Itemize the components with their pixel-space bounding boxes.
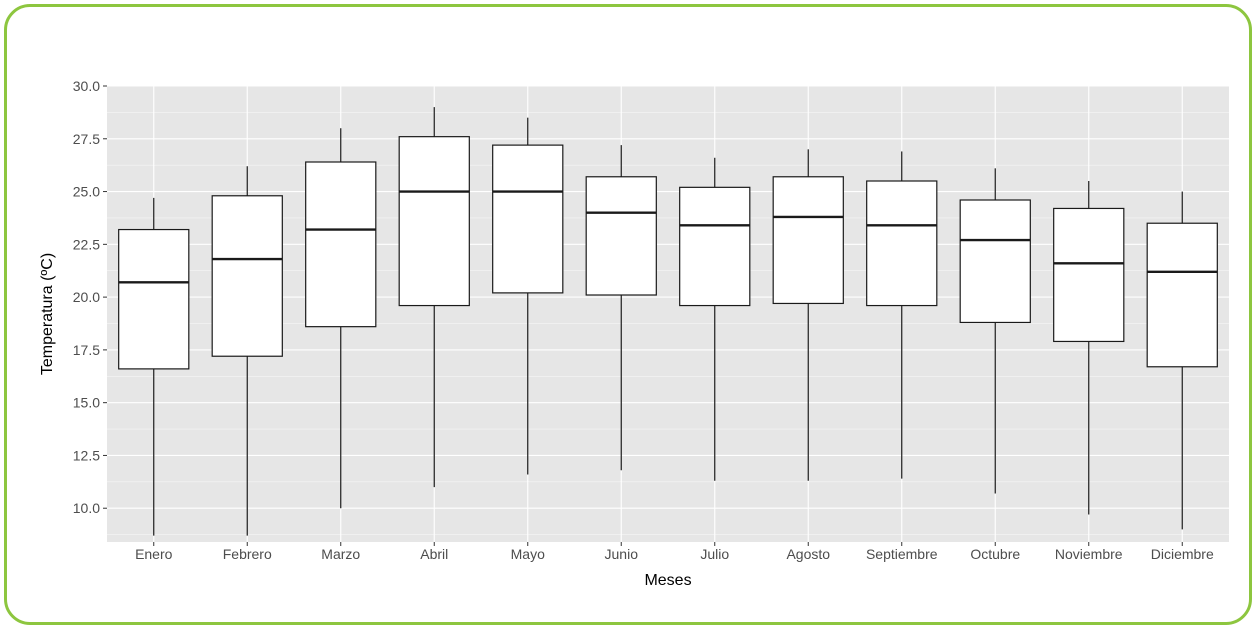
x-tick-label: Diciembre xyxy=(1151,546,1214,562)
y-tick-label: 12.5 xyxy=(73,447,100,463)
box-abril xyxy=(398,107,470,488)
box-febrero xyxy=(211,166,283,536)
iqr-box xyxy=(211,195,283,357)
y-axis: 10.0 12.5 15.0 17.5 20.0 22.5 25.0 27.5 30.0 xyxy=(73,78,107,516)
iqr-box xyxy=(1053,207,1125,343)
x-tick-label: Septiembre xyxy=(866,546,938,562)
y-tick-label: 30.0 xyxy=(73,78,100,94)
box-enero xyxy=(118,197,190,536)
box-series xyxy=(118,107,1218,536)
iqr-box xyxy=(585,176,657,296)
box-octubre xyxy=(959,168,1031,494)
box-septiembre xyxy=(866,151,938,479)
iqr-box xyxy=(492,144,564,294)
iqr-box xyxy=(398,136,470,307)
x-tick-label: Agosto xyxy=(786,546,830,562)
iqr-box xyxy=(679,186,751,307)
y-tick-label: 25.0 xyxy=(73,184,100,200)
box-mayo xyxy=(492,117,564,475)
y-tick-label: 15.0 xyxy=(73,395,100,411)
iqr-box xyxy=(118,228,190,370)
iqr-box xyxy=(1146,222,1218,368)
box-julio xyxy=(679,157,751,481)
x-tick-label: Junio xyxy=(605,546,639,562)
x-tick-label: Febrero xyxy=(223,546,272,562)
minor-gridlines xyxy=(107,112,1229,535)
plot-panel xyxy=(107,86,1229,542)
iqr-box xyxy=(866,180,938,307)
box-marzo xyxy=(305,128,377,509)
x-tick-label: Enero xyxy=(135,546,173,562)
x-tick-label: Octubre xyxy=(970,546,1020,562)
y-tick-label: 27.5 xyxy=(73,131,100,147)
y-tick-label: 22.5 xyxy=(73,236,100,252)
y-tick-label: 10.0 xyxy=(73,500,100,516)
box-noviembre xyxy=(1053,181,1125,515)
x-tick-label: Mayo xyxy=(511,546,545,562)
box-diciembre xyxy=(1146,191,1218,530)
y-axis-title: Temperatura (ºC) xyxy=(39,253,56,375)
y-tick-label: 20.0 xyxy=(73,289,100,305)
y-tick-label: 17.5 xyxy=(73,342,100,358)
box-agosto xyxy=(772,149,844,481)
box-junio xyxy=(585,145,657,471)
iqr-box xyxy=(959,199,1031,324)
x-tick-label: Julio xyxy=(700,546,729,562)
x-tick-label: Abril xyxy=(420,546,448,562)
iqr-box xyxy=(772,176,844,305)
x-axis-title: Meses xyxy=(644,572,691,589)
x-tick-label: Noviembre xyxy=(1055,546,1123,562)
iqr-box xyxy=(305,161,377,328)
x-axis: Enero Febrero Marzo Abril Mayo Junio Julio Agos… xyxy=(135,542,1214,562)
x-tick-label: Marzo xyxy=(321,546,360,562)
